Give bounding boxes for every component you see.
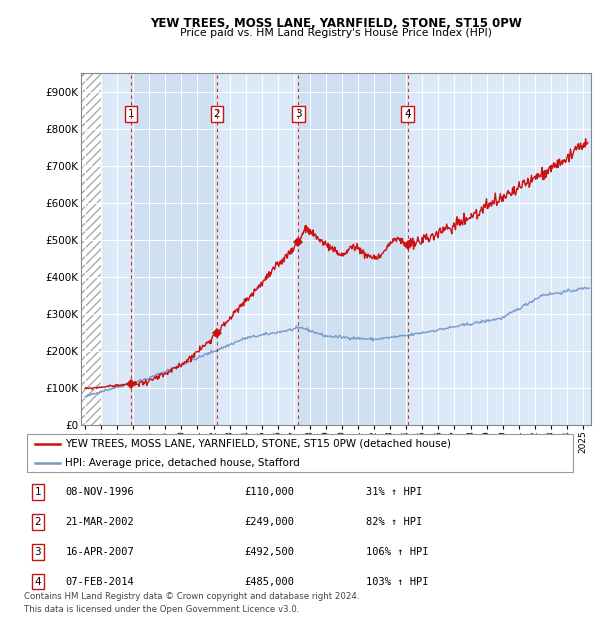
Text: HPI: Average price, detached house, Stafford: HPI: Average price, detached house, Staf… xyxy=(65,458,300,468)
Text: 103% ↑ HPI: 103% ↑ HPI xyxy=(366,577,429,587)
Text: £110,000: £110,000 xyxy=(245,487,295,497)
Text: 1: 1 xyxy=(34,487,41,497)
Text: 1: 1 xyxy=(128,109,134,119)
Text: YEW TREES, MOSS LANE, YARNFIELD, STONE, ST15 0PW: YEW TREES, MOSS LANE, YARNFIELD, STONE, … xyxy=(150,17,522,30)
Bar xyxy=(81,73,101,425)
Text: 07-FEB-2014: 07-FEB-2014 xyxy=(65,577,134,587)
Text: £249,000: £249,000 xyxy=(245,517,295,527)
Bar xyxy=(131,73,217,425)
Text: 31% ↑ HPI: 31% ↑ HPI xyxy=(366,487,422,497)
Text: 21-MAR-2002: 21-MAR-2002 xyxy=(65,517,134,527)
Text: 16-APR-2007: 16-APR-2007 xyxy=(65,547,134,557)
Text: 3: 3 xyxy=(295,109,302,119)
Text: This data is licensed under the Open Government Licence v3.0.: This data is licensed under the Open Gov… xyxy=(24,604,299,614)
Text: 4: 4 xyxy=(34,577,41,587)
Text: Contains HM Land Registry data © Crown copyright and database right 2024.: Contains HM Land Registry data © Crown c… xyxy=(24,592,359,601)
Text: £485,000: £485,000 xyxy=(245,577,295,587)
Text: 3: 3 xyxy=(34,547,41,557)
Text: YEW TREES, MOSS LANE, YARNFIELD, STONE, ST15 0PW (detached house): YEW TREES, MOSS LANE, YARNFIELD, STONE, … xyxy=(65,438,451,448)
Text: £492,500: £492,500 xyxy=(245,547,295,557)
Text: Price paid vs. HM Land Registry's House Price Index (HPI): Price paid vs. HM Land Registry's House … xyxy=(180,28,492,38)
Text: 106% ↑ HPI: 106% ↑ HPI xyxy=(366,547,429,557)
Bar xyxy=(298,73,408,425)
Text: 4: 4 xyxy=(404,109,411,119)
Text: 2: 2 xyxy=(34,517,41,527)
Text: 2: 2 xyxy=(214,109,220,119)
Text: 08-NOV-1996: 08-NOV-1996 xyxy=(65,487,134,497)
FancyBboxPatch shape xyxy=(27,434,573,472)
Text: 82% ↑ HPI: 82% ↑ HPI xyxy=(366,517,422,527)
